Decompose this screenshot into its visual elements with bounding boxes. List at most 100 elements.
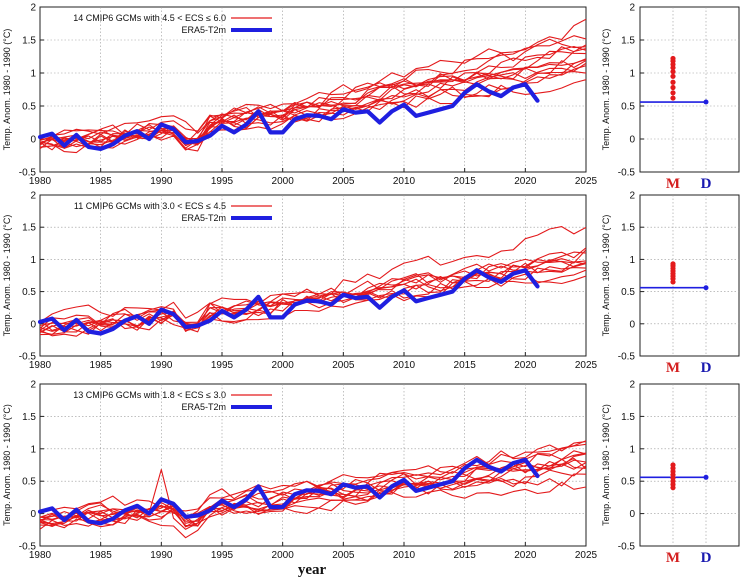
legend-label-observed: ERA5-T2m <box>181 25 226 35</box>
x-tick-label: 1985 <box>90 176 113 187</box>
y-tick-label: 1 <box>30 444 36 455</box>
side-model-point <box>670 84 676 91</box>
side-plot-frame <box>639 383 740 547</box>
model-series-line <box>40 247 586 331</box>
plot-frame <box>39 6 587 173</box>
side-category-label-M: M <box>666 360 680 376</box>
side-y-tick-label: 1.5 <box>621 223 635 234</box>
side-observed-point <box>703 474 709 480</box>
x-tick-label: 2005 <box>332 360 355 371</box>
side-y-tick-label: 2 <box>629 191 635 202</box>
y-tick-label: -0.5 <box>19 542 37 553</box>
side-y-tick-label: 1 <box>629 69 635 80</box>
y-tick-label: 0 <box>30 319 36 330</box>
x-tick-label: 2025 <box>575 360 598 371</box>
x-tick-label: 2000 <box>272 550 295 561</box>
side-y-tick-label: 1.5 <box>621 36 635 47</box>
model-series-line <box>40 58 586 150</box>
x-tick-label: 1980 <box>29 550 52 561</box>
x-tick-label: 2010 <box>393 176 416 187</box>
model-series-line <box>40 35 586 146</box>
x-tick-label: 1990 <box>150 360 173 371</box>
x-tick-label: 2015 <box>454 550 477 561</box>
side-y-tick-label: 0 <box>629 135 635 146</box>
model-ensemble <box>40 226 586 337</box>
side-model-point <box>670 73 676 79</box>
x-tick-label: 2010 <box>393 550 416 561</box>
y-tick-label: 2 <box>30 191 36 202</box>
side-y-tick-label: 2 <box>629 3 635 14</box>
x-tick-label: 1995 <box>211 360 234 371</box>
y-axis-label: Temp. Anom. 1980 - 1990 (°C) <box>2 29 12 151</box>
x-tick-label: 1995 <box>211 176 234 187</box>
x-tick-label: 2015 <box>454 176 477 187</box>
x-tick-label: 1985 <box>90 550 113 561</box>
x-tick-label: 1980 <box>29 360 52 371</box>
side-y-tick-label: 0.5 <box>621 477 635 488</box>
x-tick-label: 2020 <box>514 176 537 187</box>
legend-label-models: 11 CMIP6 GCMs with 3.0 < ECS ≤ 4.5 <box>74 201 226 211</box>
x-tick-label: 1980 <box>29 176 52 187</box>
x-axis-title: year <box>298 562 327 578</box>
side-panel-1: -0.5 0 0.5 1 1.5 2 Temp. Anom. 1980 - 1990 (°C… <box>601 3 740 192</box>
side-y-tick-label: 1 <box>629 444 635 455</box>
observed-series-line <box>37 268 540 336</box>
x-tick-label: 2000 <box>272 176 295 187</box>
x-tick-label: 2020 <box>514 360 537 371</box>
side-model-point <box>670 95 676 101</box>
x-tick-label: 2000 <box>272 360 295 371</box>
side-model-point <box>670 261 676 267</box>
model-series-line <box>40 440 586 527</box>
side-observed-point <box>703 99 709 105</box>
side-panel-2: -0.5 0 0.5 1 1.5 2 Temp. Anom. 1980 - 1990 (°C… <box>601 191 740 376</box>
side-y-tick-label: -0.5 <box>618 542 636 553</box>
y-tick-label: -0.5 <box>19 352 37 363</box>
side-y-tick-label: 0 <box>629 509 635 520</box>
legend: 13 CMIP6 GCMs with 1.8 < ECS ≤ 3.0 ERA5-T… <box>73 390 272 412</box>
y-tick-label: 1.5 <box>22 412 36 423</box>
y-tick-label: 0.5 <box>22 287 36 298</box>
side-y-tick-label: 0.5 <box>621 102 635 113</box>
x-tick-label: 2005 <box>332 550 355 561</box>
x-tick-label: 2010 <box>393 360 416 371</box>
legend-label-models: 14 CMIP6 GCMs with 4.5 < ECS ≤ 6.0 <box>73 13 226 23</box>
y-tick-label: 2 <box>30 380 36 391</box>
side-model-point <box>670 79 676 85</box>
side-panel-3: -0.5 0 0.5 1 1.5 2 Temp. Anom. 1980 - 1990 (°C… <box>601 380 740 566</box>
legend: 11 CMIP6 GCMs with 3.0 < ECS ≤ 4.5 ERA5-T… <box>74 201 272 223</box>
x-tick-label: 2005 <box>332 176 355 187</box>
x-tick-label: 1995 <box>211 550 234 561</box>
model-series-line <box>40 452 586 519</box>
side-category-label-D: D <box>701 360 712 376</box>
side-y-tick-label: -0.5 <box>618 352 636 363</box>
x-tick-label: 2025 <box>575 550 598 561</box>
side-model-point <box>670 69 676 75</box>
side-y-tick-label: 0.5 <box>621 287 635 298</box>
side-model-point <box>670 90 676 96</box>
side-y-tick-label: 1 <box>629 255 635 266</box>
model-series-line <box>40 269 586 337</box>
model-series-line <box>40 441 586 525</box>
side-plot-frame <box>639 6 740 173</box>
x-tick-label: 1990 <box>150 550 173 561</box>
y-tick-label: 1 <box>30 69 36 80</box>
side-plot-frame <box>639 194 740 357</box>
side-model-point <box>670 462 676 468</box>
y-tick-label: 2 <box>30 3 36 14</box>
side-y-tick-label: -0.5 <box>618 168 636 179</box>
observed-series-line <box>37 82 540 151</box>
model-series-line <box>40 273 586 332</box>
side-y-axis-label: Temp. Anom. 1980 - 1990 (°C) <box>601 404 611 526</box>
legend-label-observed: ERA5-T2m <box>181 213 226 223</box>
panel-2: 1980 1985 1990 1995 2000 2005 2010 2015 2020 2025… <box>2 191 740 376</box>
side-category-label-D: D <box>701 176 712 192</box>
panel-1: 1980 1985 1990 1995 2000 2005 2010 2015 2020 2025… <box>2 3 740 192</box>
side-category-label-M: M <box>666 550 680 566</box>
model-series-line <box>40 251 586 335</box>
y-tick-label: 0.5 <box>22 102 36 113</box>
y-tick-label: 1.5 <box>22 223 36 234</box>
x-tick-label: 1990 <box>150 176 173 187</box>
side-y-tick-label: 0 <box>629 319 635 330</box>
y-tick-label: 1 <box>30 255 36 266</box>
